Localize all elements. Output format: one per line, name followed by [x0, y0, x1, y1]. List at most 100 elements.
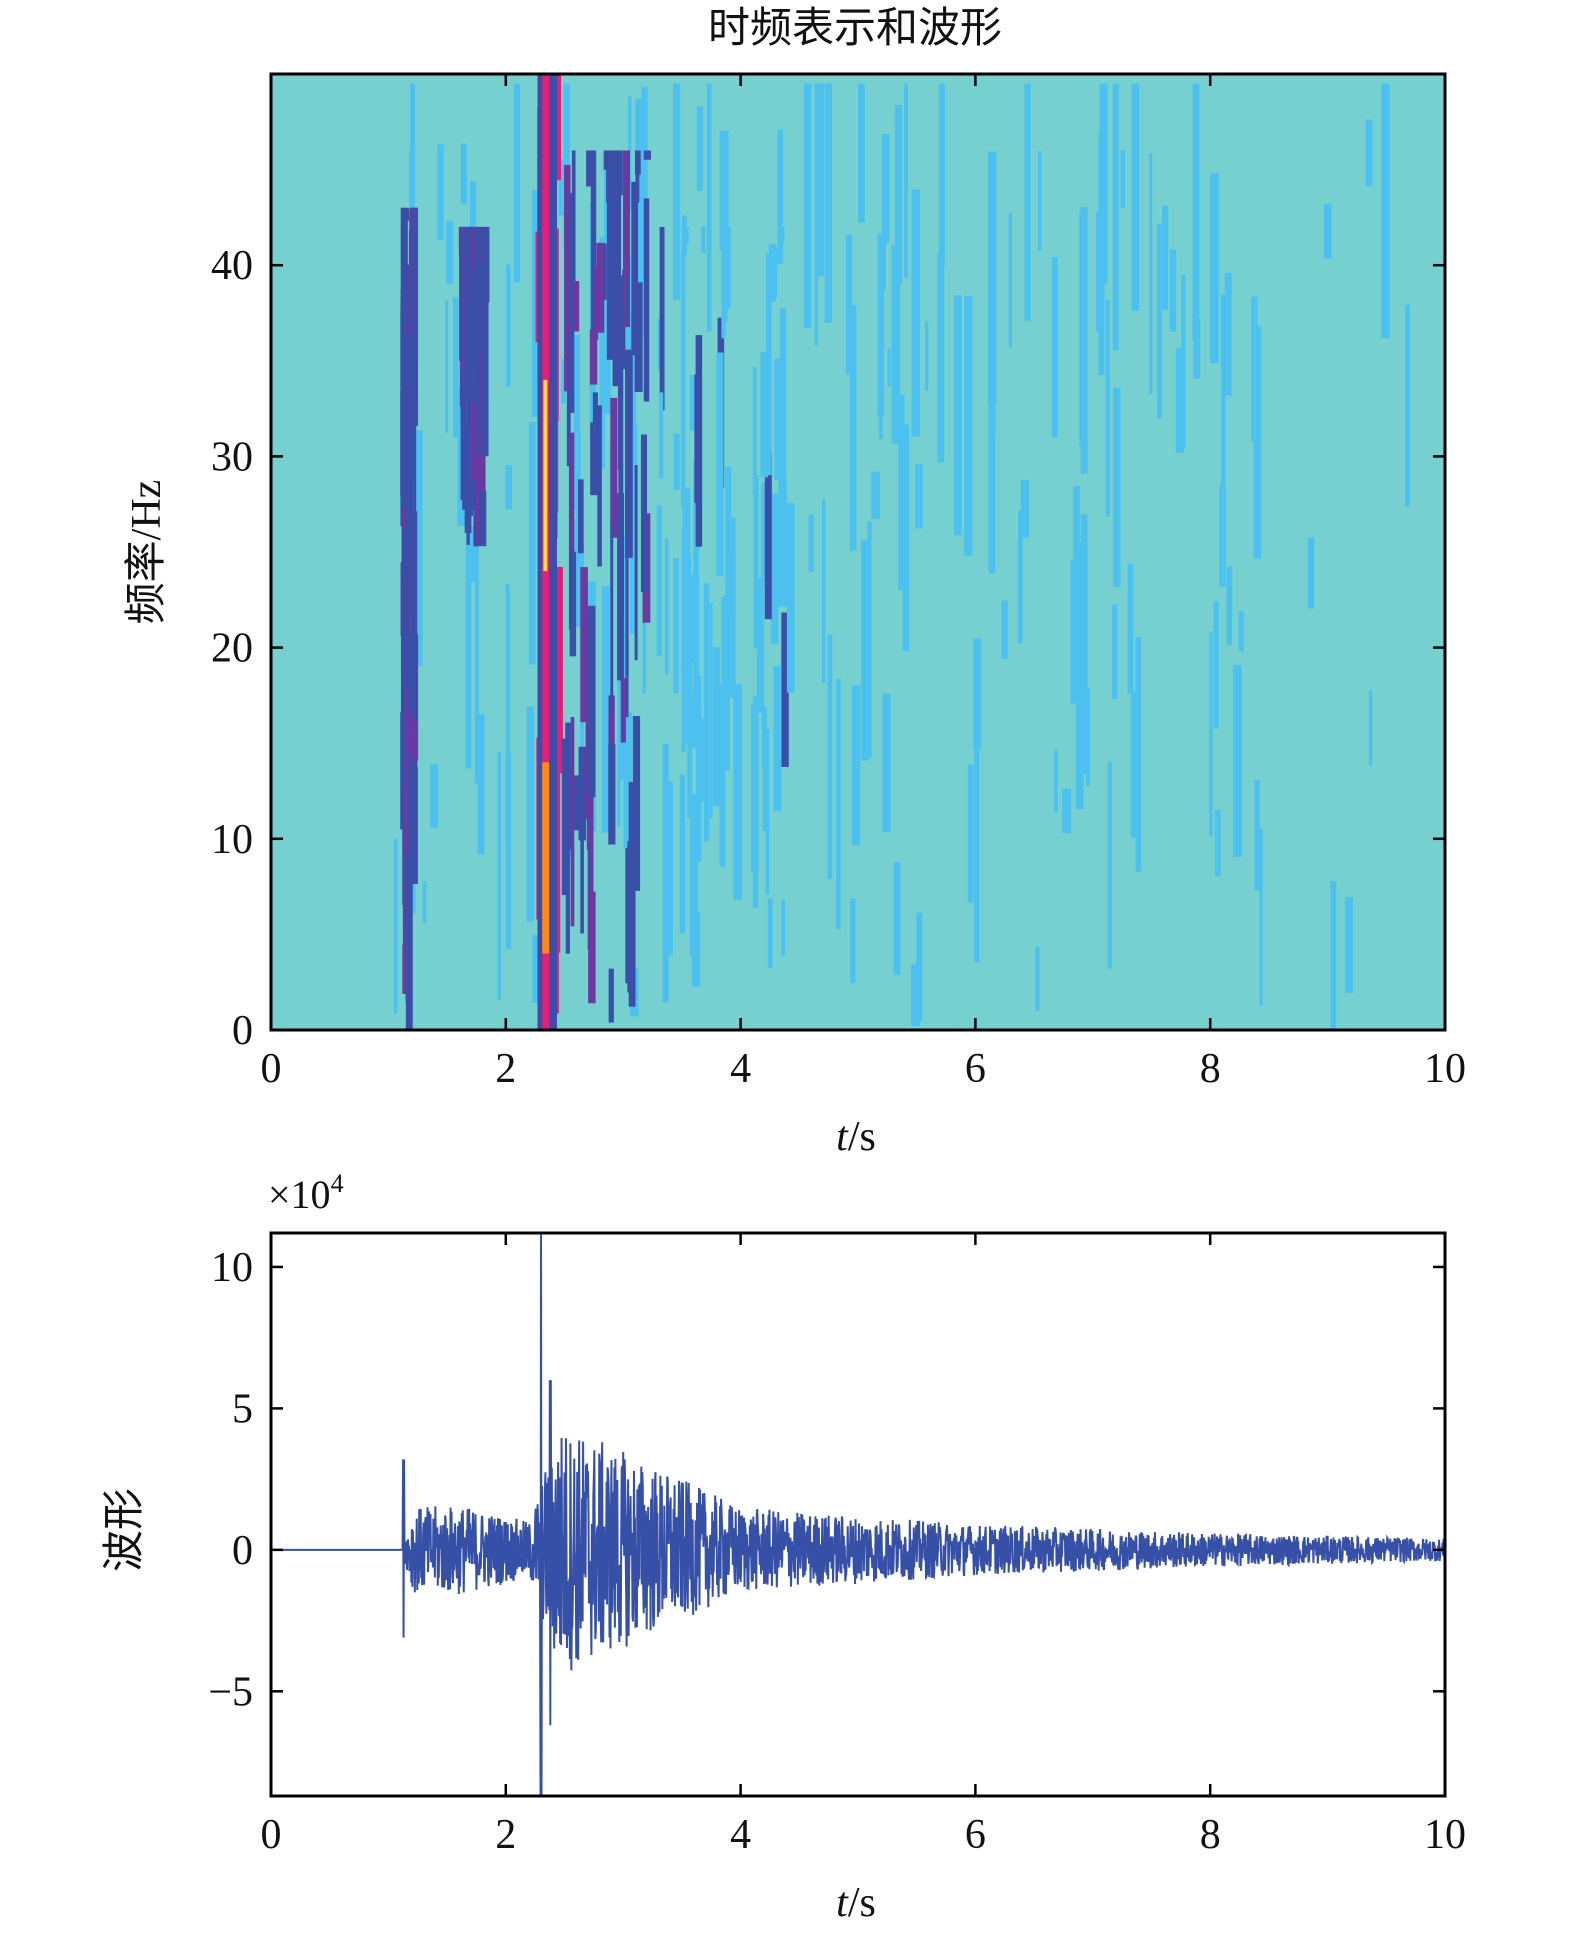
spectrogram-cell — [882, 188, 886, 291]
spectrogram-cell — [1024, 83, 1031, 321]
spectrogram-cell — [1368, 690, 1373, 766]
spectrogram-band-1-cell — [459, 226, 468, 407]
spectrogram-band-3-cell — [596, 242, 605, 333]
spectrogram-cell — [1075, 542, 1084, 810]
spectrogram-band-4-cell — [773, 666, 782, 812]
spectrogram-cell — [446, 220, 454, 284]
spectrogram-cell — [1220, 294, 1226, 511]
spectrogram-band-0-cell — [411, 207, 418, 364]
spectrogram-band-3-cell — [564, 164, 571, 392]
spectrogram-xtick-label: 0 — [261, 1046, 282, 1092]
spectrogram-band-2-cell — [555, 611, 562, 742]
spectrogram-cell — [467, 526, 476, 582]
spectrogram-ytick-label: 20 — [211, 626, 253, 672]
spectrogram-cell — [781, 899, 786, 956]
waveform-xlabel: t/s — [836, 1880, 876, 1926]
spectrogram-cell — [925, 321, 929, 391]
spectrogram-band-3-cell — [586, 150, 593, 187]
spectrogram-band-4-cell — [725, 466, 732, 656]
spectrogram-cell — [635, 99, 644, 338]
waveform-ylabel: 波形 — [102, 1488, 148, 1572]
spectrogram-cell — [679, 774, 686, 934]
spectrogram-cell — [1112, 83, 1119, 351]
spectrogram-band-4-cell — [770, 494, 779, 644]
spectrogram-band-3-cell — [632, 715, 641, 891]
spectrogram-band-0-cell — [410, 511, 418, 722]
spectrogram-cell — [465, 524, 472, 769]
spectrogram-cell — [696, 106, 703, 191]
spectrogram-cell — [937, 251, 945, 463]
spectrogram-cell — [867, 521, 872, 758]
spectrogram-cell — [954, 295, 962, 536]
spectrogram-band-4-cell — [781, 612, 789, 767]
spectrogram-band-4-cell — [767, 317, 772, 476]
spectrogram-cell — [1251, 296, 1258, 442]
spectrogram-cell — [1157, 223, 1162, 419]
spectrogram-cell — [673, 558, 679, 694]
spectrogram-cell — [1253, 326, 1261, 559]
spectrogram-cell — [1226, 566, 1233, 646]
spectrogram-cell — [988, 151, 997, 406]
waveform-xlabel-unit: /s — [848, 1880, 876, 1926]
spectrogram-plot-frame — [269, 72, 1447, 1032]
spectrogram-cell — [762, 728, 770, 832]
spectrogram-cell — [1213, 601, 1219, 729]
spectrogram-cell — [850, 898, 856, 984]
waveform-ytick-label: −5 — [208, 1669, 253, 1715]
spectrogram-cell — [662, 744, 669, 1003]
spectrogram-cell — [860, 540, 870, 761]
spectrogram-cell — [561, 359, 566, 404]
spectrogram-ylabel: 频率/Hz — [123, 480, 170, 625]
spectrogram-xtick-label: 6 — [965, 1046, 986, 1092]
spectrogram-cell — [893, 861, 901, 975]
spectrogram-background — [271, 74, 1445, 1030]
spectrogram-cell — [1038, 151, 1042, 252]
spectrogram-band-1-cell — [470, 374, 477, 479]
spectrogram-cell — [1112, 604, 1118, 699]
spectrogram-ytick-label: 30 — [211, 434, 253, 480]
spectrogram-band-3-cell — [624, 278, 629, 324]
spectrogram-cell — [1086, 687, 1090, 787]
spectrogram-band-3-cell — [588, 891, 596, 1004]
spectrogram-cell — [1161, 205, 1169, 310]
spectrogram-cell — [1365, 119, 1373, 187]
waveform-ytick-label: 10 — [211, 1245, 253, 1291]
spectrogram-cell — [836, 678, 841, 929]
waveform-chart: 0 2 4 6 8 10 −5 0 5 10 ×104 波形 t/s — [102, 1169, 1466, 1926]
spectrogram-band-4-cell — [691, 692, 700, 748]
spectrogram-band-0-cell — [402, 944, 410, 994]
spectrogram-cell — [625, 712, 632, 834]
spectrogram-cell — [1130, 691, 1140, 838]
spectrogram-cell — [814, 83, 818, 346]
spectrogram-cell — [1054, 749, 1058, 813]
spectrogram-band-3-cell — [610, 397, 618, 538]
spectrogram-band-3-cell — [597, 405, 602, 567]
spectrogram-band-3-cell — [572, 281, 580, 332]
spectrogram-cell — [601, 585, 610, 833]
waveform-exponent-label: ×104 — [268, 1169, 344, 1217]
spectrogram-band-3-cell — [634, 282, 643, 392]
spectrogram-band-3-cell — [620, 678, 626, 743]
spectrogram-cell — [964, 295, 973, 556]
spectrogram-cell — [1135, 636, 1142, 872]
spectrogram-band-4-cell — [681, 528, 686, 753]
spectrogram-band-4-cell — [780, 226, 785, 244]
spectrogram-cell — [1008, 212, 1013, 348]
spectrogram-cell — [719, 683, 726, 868]
spectrogram-cell — [558, 159, 566, 216]
spectrogram-band-3-cell — [592, 392, 598, 431]
spectrogram-band-4-cell — [786, 503, 795, 693]
spectrogram-band-3-cell — [608, 968, 614, 1023]
spectrogram-band-4-cell — [687, 591, 693, 818]
spectrogram-cell — [752, 366, 757, 495]
spectrogram-cell — [1035, 946, 1040, 1012]
spectrogram-band-3-cell — [568, 432, 575, 630]
spectrogram-band-3-cell — [623, 150, 631, 328]
spectrogram-band-4-cell — [765, 793, 770, 895]
spectrogram-band-3-cell — [570, 717, 575, 927]
spectrogram-band-4-cell — [659, 226, 665, 411]
spectrogram-cell — [898, 395, 905, 591]
spectrogram-ticks: 0 2 4 6 8 10 0 10 20 30 40 — [211, 74, 1466, 1092]
spectrogram-cell — [1175, 348, 1184, 453]
spectrogram-cell — [513, 83, 520, 283]
